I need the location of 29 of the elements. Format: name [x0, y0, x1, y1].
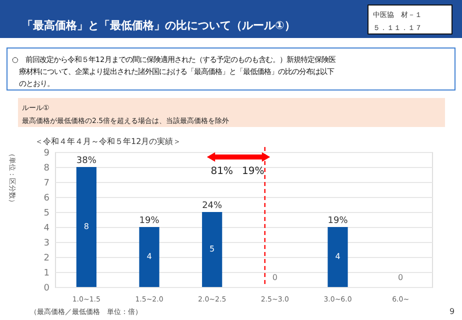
bar [328, 227, 348, 287]
data-label: 0 [398, 273, 404, 282]
bar [202, 212, 222, 287]
y-tick-label: 3 [44, 238, 50, 248]
annotation: 24% [202, 201, 223, 211]
bar [139, 227, 160, 287]
annotation: 19% [139, 216, 160, 226]
data-label: 4 [335, 252, 340, 261]
data-label: 8 [84, 222, 89, 231]
annotation: 19% [328, 216, 348, 226]
y-tick-label: 4 [44, 224, 50, 234]
chart-title: 「最高価格」と「最低価格」の比について（ルール①） [22, 19, 296, 32]
y-tick-label: 1 [44, 268, 50, 278]
y-tick-label: 5 [44, 208, 50, 218]
chart-subtitle: ＜令和４年４月～令和５年12月の実績＞ [35, 137, 182, 146]
y-tick-label: 9 [44, 148, 50, 158]
annotation: 19% [242, 166, 264, 177]
y-tick-label: 2 [44, 254, 50, 264]
y-tick-label: 8 [44, 164, 50, 174]
y-tick-label: 6 [44, 194, 50, 204]
data-label: 4 [146, 252, 152, 261]
y-tick-label: 0 [44, 284, 50, 294]
text: 9 [449, 307, 455, 316]
annotation: 81% [210, 166, 233, 177]
bar [76, 167, 96, 287]
data-label: 5 [210, 244, 215, 254]
y-tick-label: 7 [44, 178, 50, 188]
annotation: 38% [76, 156, 97, 166]
data-label: 0 [272, 273, 278, 282]
